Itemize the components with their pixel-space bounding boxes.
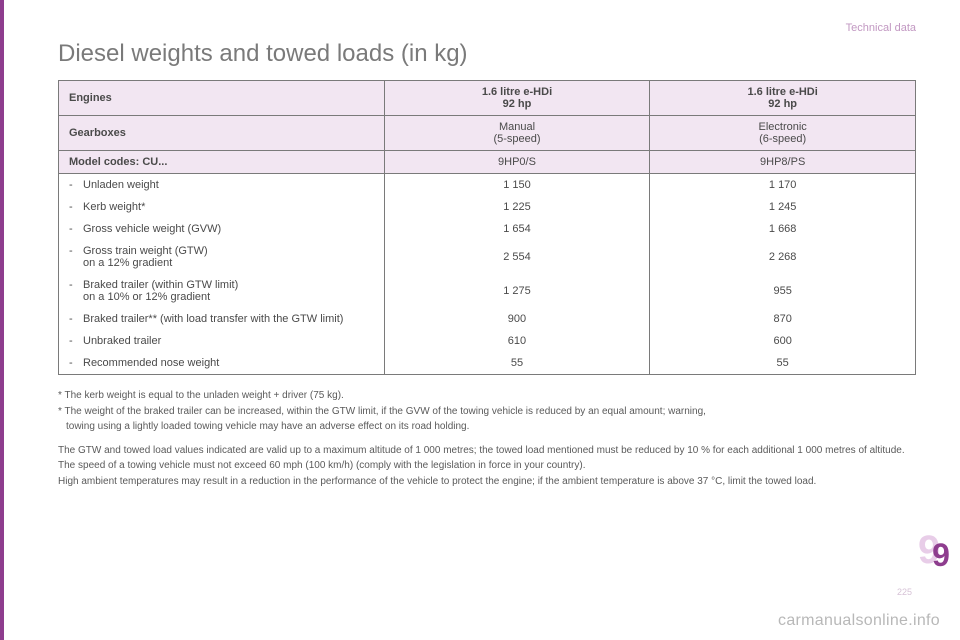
- section-number-tab: 9 9: [922, 530, 960, 580]
- table-header-row: GearboxesManual(5-speed)Electronic(6-spe…: [59, 116, 916, 151]
- specs-table: Engines1.6 litre e-HDi92 hp1.6 litre e-H…: [58, 80, 916, 375]
- row-label: -Recommended nose weight: [59, 352, 385, 375]
- table-header-row: Engines1.6 litre e-HDi92 hp1.6 litre e-H…: [59, 81, 916, 116]
- page-number: 225: [897, 587, 912, 597]
- watermark: carmanualsonline.info: [778, 612, 940, 630]
- table-row: -Gross vehicle weight (GVW)1 6541 668: [59, 218, 916, 240]
- row-col2: 600: [650, 330, 916, 352]
- table-row: -Braked trailer (within GTW limit)on a 1…: [59, 274, 916, 308]
- bullet-icon: -: [69, 223, 83, 235]
- row-label: -Braked trailer (within GTW limit)on a 1…: [59, 274, 385, 308]
- row-label: -Gross vehicle weight (GVW): [59, 218, 385, 240]
- footnote-star2a: * The weight of the braked trailer can b…: [58, 405, 916, 419]
- row-col1: 900: [384, 308, 650, 330]
- row-label: -Gross train weight (GTW)on a 12% gradie…: [59, 240, 385, 274]
- row-col1: 610: [384, 330, 650, 352]
- row-col2: 1 170: [650, 174, 916, 197]
- footnote-p1: The GTW and towed load values indicated …: [58, 444, 916, 458]
- table-row: -Recommended nose weight5555: [59, 352, 916, 375]
- row-col2: 955: [650, 274, 916, 308]
- row-col2: 55: [650, 352, 916, 375]
- row-col1: 1 150: [384, 174, 650, 197]
- row-label: -Unbraked trailer: [59, 330, 385, 352]
- table-row: -Kerb weight*1 2251 245: [59, 196, 916, 218]
- row-col1: 2 554: [384, 240, 650, 274]
- footnote-p3: High ambient temperatures may result in …: [58, 475, 916, 489]
- bullet-icon: -: [69, 357, 83, 369]
- table-row: -Unladen weight1 1501 170: [59, 174, 916, 197]
- bullet-icon: -: [69, 179, 83, 191]
- row-label: -Kerb weight*: [59, 196, 385, 218]
- footnotes: * The kerb weight is equal to the unlade…: [58, 389, 916, 488]
- table-row: -Gross train weight (GTW)on a 12% gradie…: [59, 240, 916, 274]
- bullet-icon: -: [69, 279, 83, 291]
- footnote-star1: * The kerb weight is equal to the unlade…: [58, 389, 916, 403]
- row-col1: 55: [384, 352, 650, 375]
- row-col2: 2 268: [650, 240, 916, 274]
- table-row: -Braked trailer** (with load transfer wi…: [59, 308, 916, 330]
- category-label: Technical data: [58, 22, 916, 34]
- bullet-icon: -: [69, 335, 83, 347]
- section-number: 9: [932, 537, 950, 574]
- header-col2: 1.6 litre e-HDi92 hp: [650, 81, 916, 116]
- row-col2: 870: [650, 308, 916, 330]
- row-col2: 1 245: [650, 196, 916, 218]
- table-row: -Unbraked trailer610600: [59, 330, 916, 352]
- header-col2: Electronic(6-speed): [650, 116, 916, 151]
- row-label: -Braked trailer** (with load transfer wi…: [59, 308, 385, 330]
- bullet-icon: -: [69, 201, 83, 213]
- page-content: Technical data Diesel weights and towed …: [0, 0, 960, 488]
- footnote-star2b: towing using a lightly loaded towing veh…: [58, 420, 916, 434]
- accent-left-bar: [0, 0, 4, 640]
- table-header-row: Model codes: CU...9HP0/S9HP8/PS: [59, 151, 916, 174]
- header-col1: Manual(5-speed): [384, 116, 650, 151]
- row-col2: 1 668: [650, 218, 916, 240]
- bullet-icon: -: [69, 245, 83, 257]
- row-col1: 1 275: [384, 274, 650, 308]
- row-col1: 1 225: [384, 196, 650, 218]
- footnote-p2: The speed of a towing vehicle must not e…: [58, 459, 916, 473]
- header-label: Gearboxes: [59, 116, 385, 151]
- header-label: Engines: [59, 81, 385, 116]
- row-label: -Unladen weight: [59, 174, 385, 197]
- header-col2: 9HP8/PS: [650, 151, 916, 174]
- header-label: Model codes: CU...: [59, 151, 385, 174]
- page-title: Diesel weights and towed loads (in kg): [58, 40, 916, 68]
- bullet-icon: -: [69, 313, 83, 325]
- header-col1: 9HP0/S: [384, 151, 650, 174]
- header-col1: 1.6 litre e-HDi92 hp: [384, 81, 650, 116]
- row-col1: 1 654: [384, 218, 650, 240]
